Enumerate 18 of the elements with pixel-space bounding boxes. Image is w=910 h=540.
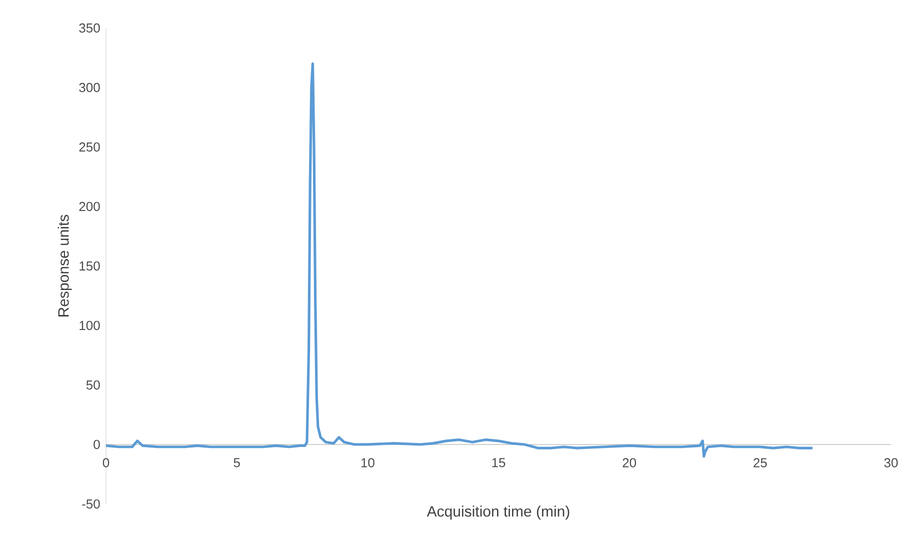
y-tick-label: 200	[79, 202, 100, 212]
x-tick-label: 30	[884, 458, 898, 468]
y-tick-label: 250	[79, 142, 100, 152]
y-tick-label: 150	[80, 261, 100, 271]
x-tick-label: 5	[234, 458, 240, 468]
x-tick-label: 10	[361, 458, 374, 468]
x-tick-label: 20	[622, 458, 636, 468]
y-tick-label: 350	[79, 23, 100, 33]
y-tick-label: -50	[82, 499, 100, 509]
y-tick-label: 300	[79, 82, 100, 92]
x-axis-title: Acquisition time (min)	[426, 506, 570, 520]
x-tick-label: 15	[492, 458, 506, 468]
x-tick-label: 0	[102, 458, 110, 468]
x-tick-label: 25	[754, 458, 767, 468]
y-axis-title: Response units	[58, 214, 72, 316]
y-tick-label: 0	[94, 440, 100, 450]
y-tick-label: 50	[86, 380, 100, 390]
y-tick-label: 100	[80, 320, 100, 330]
